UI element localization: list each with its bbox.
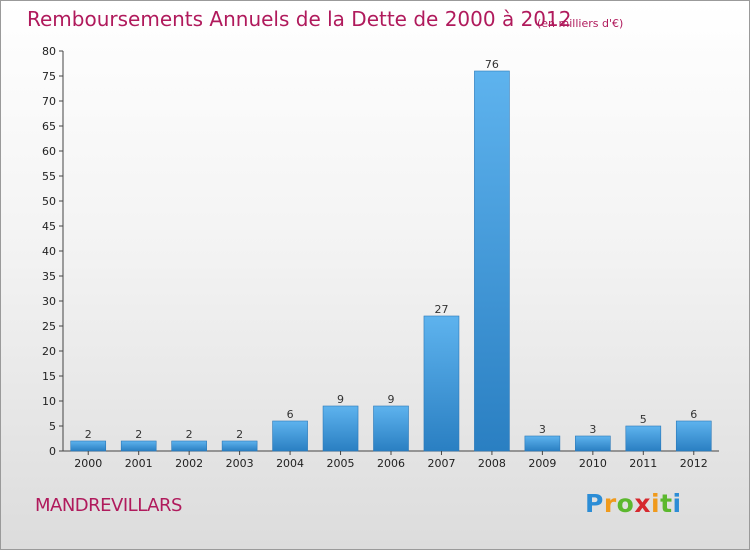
bar-value-label: 5: [640, 413, 647, 426]
x-tick-label: 2007: [427, 457, 455, 470]
x-tick-label: 2012: [680, 457, 708, 470]
y-tick-label: 10: [42, 395, 56, 408]
y-tick-label: 35: [42, 270, 56, 283]
x-tick-label: 2011: [629, 457, 657, 470]
bar-value-label: 3: [589, 423, 596, 436]
logo-letter: t: [660, 489, 673, 518]
y-tick-label: 30: [42, 295, 56, 308]
x-tick-label: 2000: [74, 457, 102, 470]
bar: [675, 420, 712, 452]
logo-letter: i: [672, 489, 682, 518]
x-tick-label: 2005: [327, 457, 355, 470]
logo-letter: o: [616, 489, 635, 518]
bar: [171, 440, 207, 452]
bar-value-label: 2: [85, 428, 92, 441]
chart-subtitle: (en milliers d'€): [537, 17, 624, 30]
logo-letter: x: [634, 489, 651, 518]
bar: [70, 440, 107, 452]
x-tick-label: 2001: [125, 457, 153, 470]
bar-value-label: 6: [690, 408, 697, 421]
bar-value-label: 76: [485, 58, 499, 71]
bar-value-label: 9: [337, 393, 344, 406]
bar: [120, 440, 157, 452]
bar: [575, 435, 611, 452]
y-tick-label: 80: [42, 45, 56, 58]
y-tick-label: 55: [42, 170, 56, 183]
x-tick-label: 2010: [579, 457, 607, 470]
y-tick-label: 20: [42, 345, 56, 358]
logo-letter: r: [603, 489, 617, 518]
y-tick-label: 0: [49, 445, 56, 458]
bar-value-label: 2: [236, 428, 243, 441]
x-tick-label: 2002: [175, 457, 203, 470]
y-tick-label: 75: [42, 70, 56, 83]
bar-value-label: 6: [287, 408, 294, 421]
bar: [524, 435, 561, 452]
x-tick-label: 2003: [226, 457, 254, 470]
bar: [423, 315, 460, 452]
x-tick-label: 2008: [478, 457, 506, 470]
y-tick-label: 70: [42, 95, 56, 108]
y-tick-label: 50: [42, 195, 56, 208]
y-tick-label: 25: [42, 320, 56, 333]
proxiti-logo: Proxiti: [585, 489, 682, 518]
bar-value-label: 3: [539, 423, 546, 436]
bar-value-label: 2: [135, 428, 142, 441]
y-tick-label: 40: [42, 245, 56, 258]
bar: [373, 405, 409, 452]
chart-title: Remboursements Annuels de la Dette de 20…: [27, 7, 572, 31]
bar: [272, 420, 308, 452]
y-tick-label: 15: [42, 370, 56, 383]
bar-value-label: 27: [434, 303, 448, 316]
y-tick-label: 60: [42, 145, 56, 158]
bar: [474, 70, 510, 452]
commune-name: MANDREVILLARS: [35, 495, 182, 516]
bar-value-label: 2: [186, 428, 193, 441]
logo-letter: i: [651, 489, 661, 518]
y-tick-label: 5: [49, 420, 56, 433]
x-tick-label: 2009: [528, 457, 556, 470]
y-tick-label: 65: [42, 120, 56, 133]
x-tick-label: 2004: [276, 457, 304, 470]
bar: [322, 405, 359, 452]
logo-letter: P: [585, 489, 604, 518]
bar: [221, 440, 258, 452]
x-tick-label: 2006: [377, 457, 405, 470]
y-tick-label: 45: [42, 220, 56, 233]
bar: [625, 425, 662, 452]
bar-value-label: 9: [388, 393, 395, 406]
